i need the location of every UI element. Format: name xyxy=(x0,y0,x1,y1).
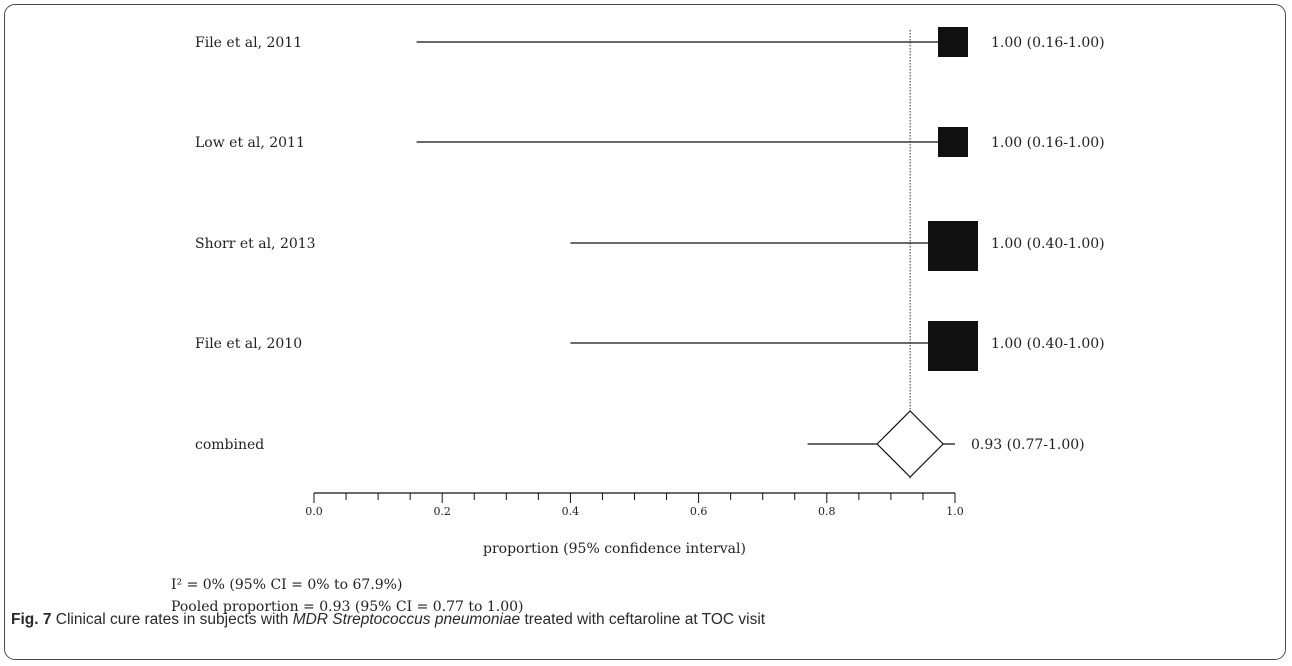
x-tick-label: 0.4 xyxy=(562,505,580,518)
combined-label: combined xyxy=(195,437,264,453)
figure-frame xyxy=(4,4,1286,660)
point-estimate-square xyxy=(928,221,978,271)
x-tick-label: 0.6 xyxy=(690,505,708,518)
pooled-proportion-stat: Pooled proportion = 0.93 (95% CI = 0.77 … xyxy=(171,599,524,615)
caption-italic-organism: MDR Streptococcus pneumoniae xyxy=(292,611,521,628)
point-estimate-square xyxy=(938,27,968,57)
study-annotation: 1.00 (0.40-1.00) xyxy=(991,336,1105,352)
heterogeneity-stat: I² = 0% (95% CI = 0% to 67.9%) xyxy=(171,577,403,593)
x-tick-label: 0.0 xyxy=(305,505,323,518)
x-axis-label: proportion (95% confidence interval) xyxy=(483,541,746,557)
x-axis: 0.0 0.2 0.4 0.6 0.8 1.0 xyxy=(305,492,964,518)
study-rows: File et al, 2011 1.00 (0.16-1.00) Low et a… xyxy=(195,27,1105,479)
study-label: Shorr et al, 2013 xyxy=(195,236,316,252)
caption-text-2: treated with ceftaroline at TOC visit xyxy=(520,611,766,628)
study-annotation: 1.00 (0.40-1.00) xyxy=(991,236,1105,252)
study-label: Low et al, 2011 xyxy=(195,135,305,151)
point-estimate-square xyxy=(938,127,968,157)
point-estimate-square xyxy=(928,321,978,371)
study-label: File et al, 2010 xyxy=(195,336,302,352)
study-annotation: 1.00 (0.16-1.00) xyxy=(991,35,1105,51)
study-annotation: 1.00 (0.16-1.00) xyxy=(991,135,1105,151)
combined-diamond xyxy=(876,410,944,478)
figure-caption: Fig. 7 Clinical cure rates in subjects w… xyxy=(11,611,765,629)
figure-label: Fig. 7 xyxy=(11,611,52,628)
x-tick-label: 0.2 xyxy=(433,505,451,518)
x-tick-label: 0.8 xyxy=(818,505,836,518)
combined-annotation: 0.93 (0.77-1.00) xyxy=(971,437,1085,453)
x-tick-label: 1.0 xyxy=(946,505,964,518)
study-label: File et al, 2011 xyxy=(195,35,302,51)
caption-text-1: Clinical cure rates in subjects with xyxy=(51,611,293,628)
